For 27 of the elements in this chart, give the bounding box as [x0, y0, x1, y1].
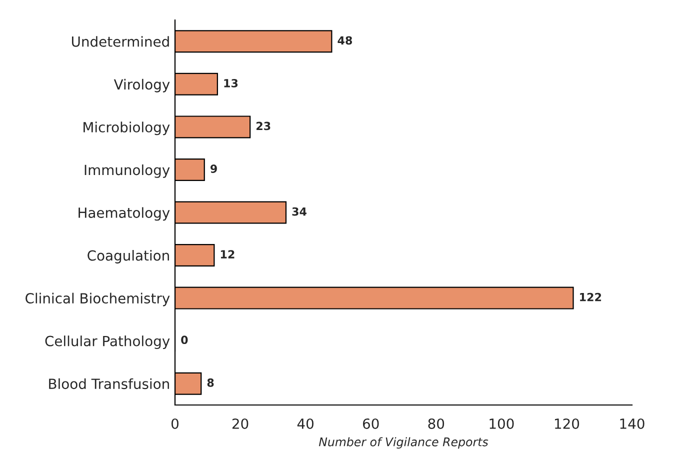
x-tick-label: 20: [232, 418, 248, 429]
data-label: 9: [210, 164, 217, 173]
data-label: 13: [224, 78, 238, 88]
data-label: 122: [580, 292, 602, 302]
y-tick-label: Coagulation: [88, 250, 169, 264]
x-tick-label: 0: [171, 418, 178, 429]
y-tick-label: Virology: [114, 78, 170, 92]
x-tick-label: 60: [362, 418, 379, 429]
y-tick-label: Undetermined: [72, 36, 169, 47]
y-tick-label: Immunology: [84, 164, 170, 178]
data-label: 12: [220, 250, 234, 258]
x-axis-title: Number of Vigilance Reports: [318, 437, 488, 449]
y-tick-label: Blood Transfusion: [49, 378, 169, 390]
y-tick-label: Cellular Pathology: [45, 336, 170, 349]
y-tick-label: Clinical Biochemistry: [26, 292, 170, 306]
data-label: 23: [256, 122, 270, 130]
data-label: 48: [338, 36, 352, 45]
y-tick-label: Microbiology: [84, 122, 170, 136]
x-tick-label: 140: [620, 418, 644, 429]
data-label: 0: [181, 336, 188, 344]
x-tick-label: 120: [554, 418, 580, 429]
data-label: 8: [207, 378, 214, 387]
data-label: 34: [292, 207, 306, 216]
x-tick-label: 80: [428, 418, 444, 429]
x-tick-label: 40: [297, 418, 314, 429]
y-tick-label: Haematology: [78, 207, 170, 221]
x-tick-label: 100: [490, 418, 514, 429]
